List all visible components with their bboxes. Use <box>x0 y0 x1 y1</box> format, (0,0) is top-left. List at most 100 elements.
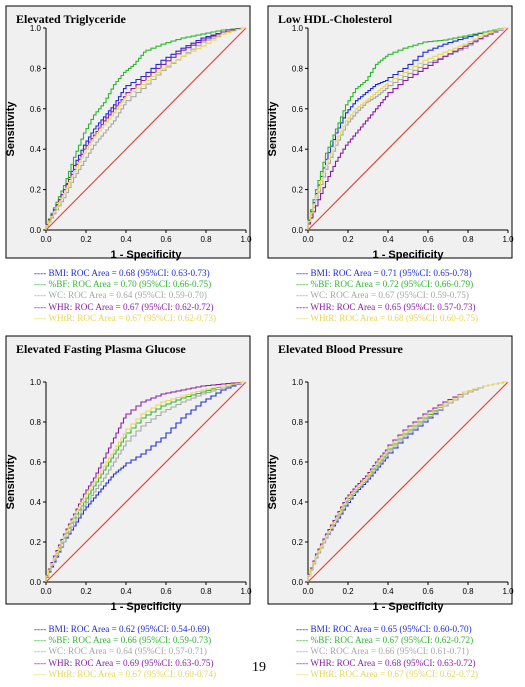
legend-entry: ---- WHtR: ROC Area = 0.67 (95%CI: 0.62-… <box>296 668 479 679</box>
y-tick-label: 0.0 <box>292 578 304 587</box>
y-tick-label: 0.2 <box>292 186 304 195</box>
x-axis-label: 1 - Specificity <box>111 249 183 261</box>
y-tick-label: 0.4 <box>30 498 42 507</box>
y-axis-label: Sensitivity <box>267 454 279 510</box>
y-tick-label: 1.0 <box>30 378 42 387</box>
x-tick-label: 1.0 <box>502 587 514 596</box>
roc-curve-pctbf <box>307 27 508 230</box>
chart-legend: ---- BMI: ROC Area = 0.65 (95%CI: 0.60-0… <box>296 624 478 680</box>
roc-chart: Low HDL-Cholesterol 0.00.0 0.2 0.2 0.4 0.4 0.6… <box>267 5 514 261</box>
reference-diagonal <box>45 27 247 231</box>
reference-diagonal <box>45 381 247 583</box>
y-tick-label: 0.0 <box>30 226 42 235</box>
legend-entry: ---- WHtR: ROC Area = 0.67 (95%CI: 0.62-… <box>34 312 217 323</box>
legend-entry: ---- BMI: ROC Area = 0.71 (95%CI: 0.65-0… <box>296 268 472 278</box>
x-tick-label: 0.8 <box>462 587 474 596</box>
x-tick-label: 0.6 <box>160 235 172 244</box>
chart-title: Elevated Triglyceride <box>16 12 127 26</box>
reference-diagonal <box>307 27 509 231</box>
x-tick-label: 0.6 <box>422 235 434 244</box>
x-tick-label: 0.6 <box>160 587 172 596</box>
roc-curve-whtr <box>307 27 508 230</box>
x-tick-label: 0.8 <box>200 235 212 244</box>
roc-curve-pctbf <box>45 27 246 230</box>
y-tick-label: 0.0 <box>30 578 42 587</box>
legend-entry: ---- WC: ROC Area = 0.66 (95%CI: 0.61-0.… <box>296 646 469 657</box>
x-tick-label: 0.0 <box>40 235 52 244</box>
y-axis-label: Sensitivity <box>5 454 17 510</box>
legend-entry: ---- WC: ROC Area = 0.64 (95%CI: 0.57-0.… <box>34 646 207 657</box>
legend-entry: ---- %BF: ROC Area = 0.72 (95%CI: 0.66-0… <box>296 279 474 290</box>
x-tick-label: 1.0 <box>240 587 252 596</box>
roc-curve-wc <box>45 27 246 230</box>
x-tick-label: 0.2 <box>342 587 354 596</box>
x-tick-label: 1.0 <box>240 235 252 244</box>
chart-legend: ---- BMI: ROC Area = 0.71 (95%CI: 0.65-0… <box>296 268 478 324</box>
reference-diagonal <box>307 381 509 583</box>
roc-chart: Elevated Fasting Plasma Glucose 0.00.0 0.2… <box>5 335 252 613</box>
y-axis-label: Sensitivity <box>5 101 17 157</box>
y-tick-label: 0.6 <box>292 458 304 467</box>
legend-entry: ---- BMI: ROC Area = 0.65 (95%CI: 0.60-0… <box>296 624 472 634</box>
chart-legend: ---- BMI: ROC Area = 0.62 (95%CI: 0.54-0… <box>34 624 216 680</box>
legend-entry: ---- %BF: ROC Area = 0.67 (95%CI: 0.62-0… <box>296 635 474 646</box>
x-tick-label: 0.0 <box>302 587 314 596</box>
plot-frame <box>5 335 251 605</box>
y-tick-label: 0.2 <box>30 538 42 547</box>
x-tick-label: 0.4 <box>120 235 132 244</box>
chart-panel-triglyceride: Elevated Triglyceride 0.0 0.0 0.2 0.2 0.4 0.4 0… <box>0 0 262 340</box>
roc-curve-whtr <box>45 27 246 230</box>
legend-entry: ---- BMI: ROC Area = 0.62 (95%CI: 0.54-0… <box>34 624 210 634</box>
y-tick-label: 1.0 <box>292 378 304 387</box>
y-tick-label: 0.2 <box>30 186 42 195</box>
y-tick-label: 0.4 <box>30 145 42 154</box>
y-tick-label: 1.0 <box>292 24 304 33</box>
plot-frame <box>267 5 513 259</box>
chart-legend: ---- BMI: ROC Area = 0.68 (95%CI: 0.63-0… <box>34 268 216 324</box>
y-tick-label: 0.6 <box>292 105 304 114</box>
y-tick-label: 0.2 <box>292 538 304 547</box>
legend-entry: ---- WHtR: ROC Area = 0.67 (95%CI: 0.60-… <box>34 668 217 679</box>
y-tick-label: 1.0 <box>30 24 42 33</box>
legend-entry: ---- %BF: ROC Area = 0.66 (95%CI: 0.59-0… <box>34 635 212 646</box>
y-tick-label: 0.8 <box>292 64 304 73</box>
chart-panel-hdl: Low HDL-Cholesterol 0.0 0.0 0.2 0.2 0.4 0.4 0.6… <box>262 0 524 340</box>
roc-curve-whtr <box>45 381 246 582</box>
y-tick-label: 0.4 <box>292 145 304 154</box>
chart-panel-glucose: Elevated Fasting Plasma Glucose 0.0 0.0 0.2… <box>0 328 262 679</box>
legend-entry: ---- WC: ROC Area = 0.67 (95%CI: 0.59-0.… <box>296 290 469 301</box>
y-tick-label: 0.6 <box>30 105 42 114</box>
x-tick-label: 0.4 <box>382 587 394 596</box>
legend-entry: ---- WHR: ROC Area = 0.69 (95%CI: 0.63-0… <box>34 657 214 668</box>
x-tick-label: 0.0 <box>302 235 314 244</box>
x-tick-label: 0.0 <box>40 587 52 596</box>
legend-entry: ---- BMI: ROC Area = 0.68 (95%CI: 0.63-0… <box>34 268 210 278</box>
chart-title: Elevated Blood Pressure <box>278 342 404 356</box>
x-tick-label: 1.0 <box>502 235 514 244</box>
x-axis-label: 1 - Specificity <box>373 601 445 613</box>
chart-panel-blood-pressure: Elevated Blood Pressure 0.0 0.0 0.2 0.2 0.4 0.… <box>262 328 524 679</box>
y-tick-label: 0.8 <box>30 64 42 73</box>
plot-frame <box>267 335 513 605</box>
x-tick-label: 0.6 <box>422 587 434 596</box>
y-tick-label: 0.8 <box>30 418 42 427</box>
legend-entry: ---- WHR: ROC Area = 0.65 (95%CI: 0.57-0… <box>296 301 476 312</box>
y-axis-label: Sensitivity <box>267 101 279 157</box>
legend-entry: ---- WHR: ROC Area = 0.68 (95%CI: 0.63-0… <box>296 657 476 668</box>
chart-title: Low HDL-Cholesterol <box>278 12 393 26</box>
y-tick-label: 0.4 <box>292 498 304 507</box>
x-tick-label: 0.2 <box>80 587 92 596</box>
page-number: 19 <box>252 660 266 675</box>
x-tick-label: 0.8 <box>462 235 474 244</box>
y-tick-label: 0.0 <box>292 226 304 235</box>
x-axis-label: 1 - Specificity <box>373 249 445 261</box>
x-axis-label: 1 - Specificity <box>111 601 183 613</box>
x-tick-label: 0.2 <box>80 235 92 244</box>
legend-entry: ---- WC: ROC Area = 0.64 (95%CI: 0.59-0.… <box>34 290 207 301</box>
roc-curve-whtr <box>307 381 508 582</box>
x-tick-label: 0.4 <box>382 235 394 244</box>
roc-curve-bmi <box>307 27 508 230</box>
y-tick-label: 0.6 <box>30 458 42 467</box>
roc-curve-wc <box>45 381 246 582</box>
roc-chart: Elevated Blood Pressure 0.00.0 0.2 0.2 0.4 0.… <box>267 335 514 613</box>
